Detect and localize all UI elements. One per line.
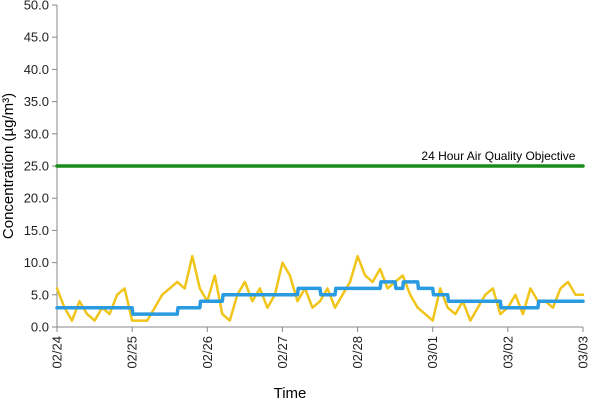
x-axis-title: Time	[274, 385, 307, 400]
x-tick-label: 02/27	[275, 336, 290, 369]
series-group	[55, 164, 585, 322]
annotation-label: 24 Hour Air Quality Objective	[421, 149, 575, 163]
y-tick-label: 40.0	[24, 62, 49, 77]
x-axis: 02/24 02/25 02/26 02/27 02/28 03/01 03/02 03/03	[50, 326, 591, 369]
x-tick-label: 03/01	[425, 336, 440, 369]
x-tick-label: 03/02	[500, 336, 515, 369]
y-tick-label: 30.0	[24, 126, 49, 141]
y-tick-label: 0.0	[31, 320, 49, 335]
y-tick-label: 5.0	[31, 287, 49, 302]
y-tick-label: 25.0	[24, 159, 49, 174]
x-tick-label: 03/03	[576, 336, 591, 369]
x-tick-label: 02/24	[50, 336, 65, 369]
y-axis-title: Concentration (µg/m³)	[0, 93, 17, 239]
y-tick-label: 15.0	[24, 223, 49, 238]
y-axis: 0.0 5.0 10.0 15.0 20.0 25.0 30.0 35.0 40.0 45.0 50…	[24, 0, 58, 335]
y-tick-label: 45.0	[24, 30, 49, 45]
y-tick-label: 35.0	[24, 94, 49, 109]
series-line-1	[55, 280, 585, 316]
y-tick-label: 20.0	[24, 191, 49, 206]
x-tick-label: 02/26	[200, 336, 215, 369]
y-tick-label: 50.0	[24, 0, 49, 13]
series-line-0	[55, 254, 585, 322]
y-tick-label: 10.0	[24, 255, 49, 270]
x-tick-label: 02/25	[125, 336, 140, 369]
x-tick-label: 02/28	[350, 336, 365, 369]
